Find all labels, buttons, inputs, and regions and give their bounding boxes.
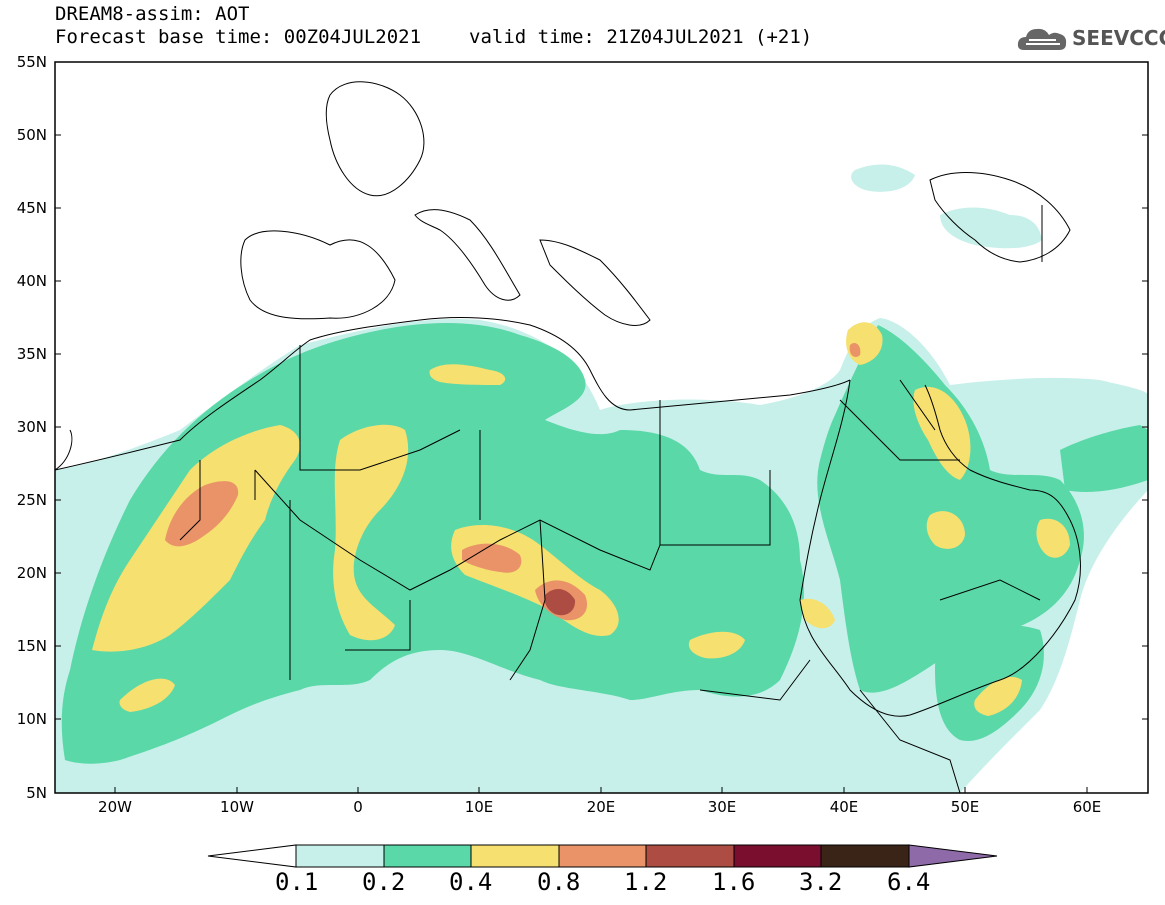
lat-label: 5N [26,784,47,802]
lat-label: 10N [17,710,47,728]
colorbar-box [645,844,735,868]
colorbar-min-triangle [207,844,297,868]
colorbar-max-triangle [908,844,998,868]
colorbar-label: 0.1 [275,868,319,896]
colorbar-box [733,844,822,868]
seevccc-logo: SEEVCCC [1016,24,1165,54]
colorbar-label: 1.2 [624,868,668,896]
lat-label: 15N [17,637,47,655]
lat-label: 45N [17,199,47,217]
lon-label: 30E [708,798,737,816]
lon-label: 10E [465,798,494,816]
colorbar-box [558,844,647,868]
colorbar-box [295,844,385,868]
lat-label: 40N [17,272,47,290]
lat-labels: 55N 50N 45N 40N 35N 30N 25N 20N 15N 10N … [17,53,47,802]
time-info: Forecast base time: 00Z04JUL2021 valid ti… [55,27,812,47]
colorbar-label: 0.2 [362,868,406,896]
colorbar-label: 0.8 [537,868,581,896]
lat-label: 50N [17,126,47,144]
colorbar-label: 1.6 [712,868,756,896]
valid-time: valid time: 21Z04JUL2021 (+21) [469,26,813,48]
colorbar-label: 3.2 [799,868,843,896]
lon-label: 0 [353,798,363,816]
lat-label: 55N [17,53,47,71]
logo-text: SEEVCCC [1072,26,1165,50]
colorbar [207,844,998,868]
lon-label: 60E [1073,798,1102,816]
cloud-icon [1017,28,1067,50]
lon-label: 50E [951,798,980,816]
aot-layer-0.2 [61,323,1148,764]
base-time: Forecast base time: 00Z04JUL2021 [55,26,422,48]
lon-label: 20W [98,798,132,816]
colorbar-label: 6.4 [887,868,931,896]
aot-layer-1.2 [544,588,576,616]
colorbar-box [383,844,472,868]
lat-label: 30N [17,418,47,436]
lon-label: 10W [220,798,254,816]
colorbar-label: 0.4 [449,868,493,896]
lon-labels: 20W 10W 0 10E 20E 30E 40E 50E 60E [98,798,1101,816]
lon-label: 20E [587,798,616,816]
map-title: DREAM8-assim: AOT [55,3,250,25]
coastlines [55,81,1081,793]
lat-label: 25N [17,491,47,509]
colorbar-box [470,844,560,868]
axis-ticks [55,61,1148,793]
lat-label: 35N [17,345,47,363]
lat-label: 20N [17,564,47,582]
colorbar-box [820,844,910,868]
lon-label: 40E [830,798,859,816]
